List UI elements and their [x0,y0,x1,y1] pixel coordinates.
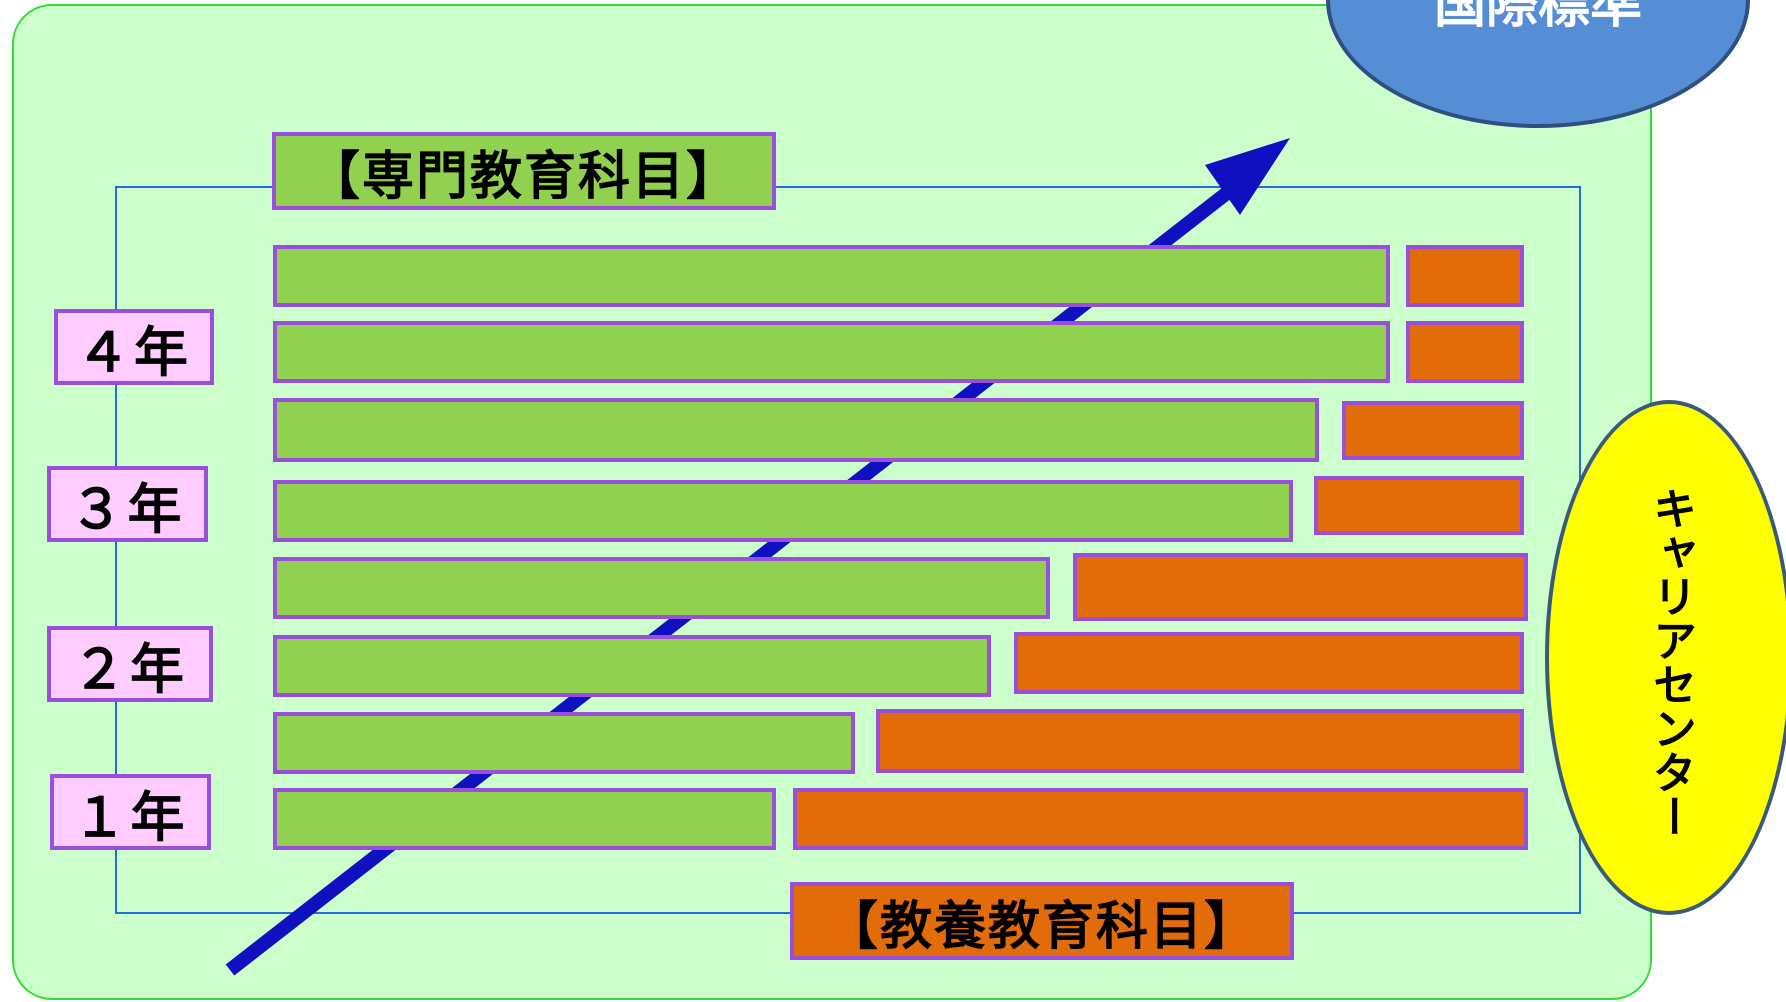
arrow-head [1205,138,1290,215]
liberal-courses-header: 【教養教育科目】 [790,882,1294,960]
liberal-bar-row-7 [876,709,1524,773]
career-center-ellipse [1545,400,1786,915]
specialized-bar-row-5 [273,557,1050,619]
specialized-bar-row-2 [273,321,1390,383]
year-label-1: １年 [50,774,211,850]
year-label-4: ４年 [54,309,214,385]
liberal-bar-row-4 [1314,476,1524,535]
career-center-label: キャリアセンター [1645,486,1696,838]
top-ellipse-label: 国際標準 [1433,0,1642,35]
specialized-bar-row-6 [273,635,991,697]
specialized-courses-header: 【専門教育科目】 [272,132,776,210]
specialized-bar-row-4 [273,480,1293,542]
liberal-bar-row-1 [1406,245,1524,307]
specialized-bar-row-8 [273,788,776,850]
year-label-2: ２年 [47,626,213,702]
year-label-3: ３年 [47,466,208,542]
liberal-bar-row-6 [1014,632,1524,694]
liberal-bar-row-5 [1073,553,1528,621]
liberal-bar-row-8 [793,788,1528,850]
liberal-bar-row-3 [1342,401,1524,460]
specialized-bar-row-1 [273,245,1390,307]
specialized-bar-row-3 [273,398,1319,462]
liberal-bar-row-2 [1406,321,1524,383]
specialized-bar-row-7 [273,712,855,774]
